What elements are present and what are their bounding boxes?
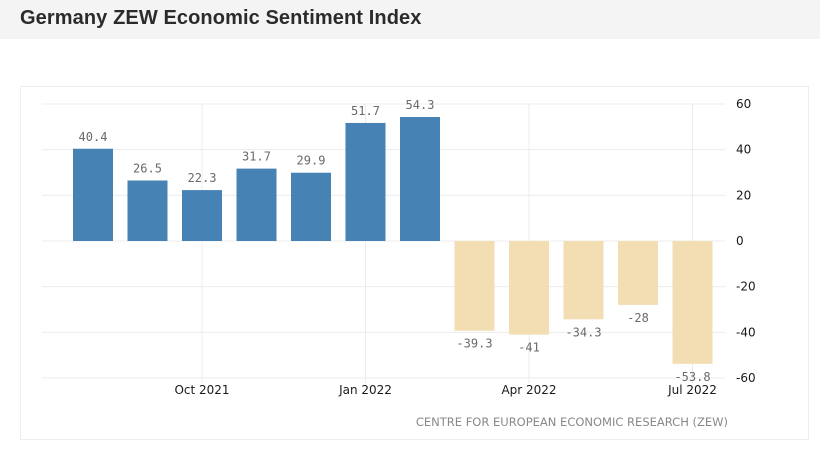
y-tick-label: -40 <box>736 325 756 339</box>
bar-jun-2022[interactable] <box>618 241 658 305</box>
y-tick-label: 0 <box>736 234 744 248</box>
source-label: CENTRE FOR EUROPEAN ECONOMIC RESEARCH (Z… <box>416 415 728 429</box>
value-label: -39.3 <box>456 337 492 351</box>
y-tick-label: -20 <box>736 280 756 294</box>
value-label: 40.4 <box>79 130 108 144</box>
value-labels: 40.4 26.5 22.3 31.7 29.9 51.7 54.3 -39.3 -41 -34.… <box>79 98 711 384</box>
x-tick-label: Jan 2022 <box>338 383 392 397</box>
value-label: 51.7 <box>351 104 380 118</box>
y-tick-label: -60 <box>736 371 756 385</box>
bar-dec-2021[interactable] <box>291 172 331 241</box>
x-axis: Oct 2021 Jan 2022 Apr 2022 Jul 2022 <box>174 383 716 397</box>
x-tick-label: Apr 2022 <box>501 383 556 397</box>
header-bar: Germany ZEW Economic Sentiment Index <box>0 0 820 39</box>
value-label: 54.3 <box>406 98 435 112</box>
value-label: -53.8 <box>674 370 710 384</box>
value-label: 31.7 <box>242 150 271 164</box>
value-label: 29.9 <box>297 154 326 168</box>
bar-oct-2021[interactable] <box>182 190 222 241</box>
bar-mar-2022[interactable] <box>454 241 495 331</box>
x-tick-label: Oct 2021 <box>174 383 229 397</box>
bar-may-2022[interactable] <box>563 241 604 320</box>
value-label: -41 <box>518 341 540 355</box>
bar-feb-2022[interactable] <box>400 117 440 241</box>
value-label: -28 <box>627 311 649 325</box>
y-axis: 60 40 20 0 -20 -40 -60 <box>736 97 756 385</box>
bar-jan-2022[interactable] <box>345 122 386 241</box>
bar-sep-2021[interactable] <box>127 180 168 241</box>
x-tick-label: Jul 2022 <box>667 383 717 397</box>
value-label: 22.3 <box>188 171 217 185</box>
y-tick-label: 40 <box>736 143 751 157</box>
bar-nov-2021[interactable] <box>236 168 277 241</box>
y-tick-label: 20 <box>736 188 751 202</box>
bars <box>73 117 713 364</box>
page-title: Germany ZEW Economic Sentiment Index <box>20 7 422 29</box>
bar-aug-2021[interactable] <box>73 148 113 241</box>
bar-apr-2022[interactable] <box>509 241 549 335</box>
y-tick-label: 60 <box>736 97 751 111</box>
bar-jul-2022[interactable] <box>672 241 713 364</box>
value-label: 26.5 <box>133 161 162 175</box>
value-label: -34.3 <box>565 325 601 339</box>
